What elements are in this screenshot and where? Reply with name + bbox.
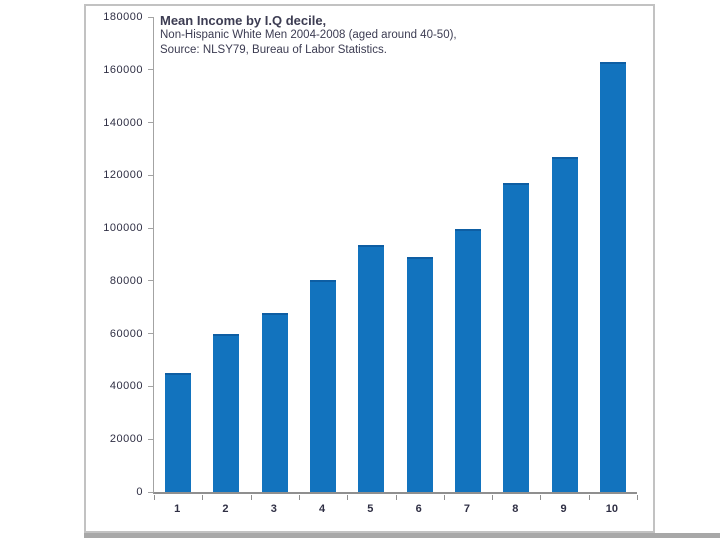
x-tick-label: 7: [463, 503, 470, 515]
x-tick-mark: [298, 495, 300, 500]
x-tick-mark: [637, 495, 638, 500]
y-tick-label: 40000: [109, 380, 143, 393]
x-axis-labels: 1 2 3 4 5 6 7 8 9 10: [153, 503, 636, 519]
y-tick-mark: [148, 438, 153, 440]
x-tick-mark: [154, 495, 155, 500]
x-tick-mark: [395, 495, 397, 500]
y-tick-mark: [148, 174, 153, 176]
bar-decile-9: [551, 156, 578, 492]
x-tick-label: 6: [415, 503, 422, 515]
x-tick-mark: [588, 495, 590, 500]
y-tick-mark: [148, 16, 153, 18]
y-tick-label: 20000: [109, 433, 143, 446]
y-tick-mark: [148, 491, 153, 493]
y-tick-label: 0: [136, 486, 143, 498]
x-tick-label: 8: [512, 503, 519, 515]
bar-decile-4: [310, 279, 337, 492]
y-tick-label: 100000: [103, 222, 143, 235]
x-tick-label: 10: [605, 503, 618, 515]
chart-title-block: Mean Income by I.Q decile, Non-Hispanic …: [160, 13, 520, 58]
y-tick-mark: [148, 122, 153, 124]
y-tick-mark: [148, 280, 153, 282]
x-tick-mark: [540, 495, 542, 500]
bar-decile-2: [213, 333, 240, 492]
y-tick-label: 180000: [103, 11, 143, 23]
bar-decile-10: [599, 61, 626, 492]
bar-decile-1: [165, 373, 192, 492]
x-tick-label: 4: [318, 503, 326, 515]
y-tick-label: 120000: [103, 169, 143, 182]
y-tick-label: 60000: [109, 327, 143, 340]
x-tick-mark: [250, 495, 252, 500]
chart-subtitle-1: Non-Hispanic White Men 2004-2008 (aged a…: [160, 29, 457, 41]
y-tick-label: 160000: [103, 63, 143, 76]
y-tick-mark: [148, 69, 153, 71]
y-tick-label: 140000: [103, 116, 143, 129]
page-bottom-edge: [84, 533, 720, 538]
y-tick-mark: [148, 227, 153, 229]
y-tick-mark: [148, 333, 153, 335]
x-tick-label: 5: [367, 503, 374, 515]
y-axis-labels: 0 20000 40000 60000 80000 100000 120000 140000 1…: [86, 11, 146, 498]
y-tick-mark: [148, 385, 153, 387]
x-tick-label: 2: [222, 503, 229, 515]
x-tick-label: 3: [270, 503, 277, 515]
bar-decile-6: [406, 257, 433, 492]
x-tick-mark: [347, 495, 349, 500]
bar-decile-3: [261, 312, 288, 492]
chart-subtitle-2: Source: NLSY79, Bureau of Labor Statisti…: [160, 44, 387, 56]
x-tick-mark: [443, 495, 445, 500]
x-tick-mark: [202, 495, 204, 500]
x-tick-mark: [492, 495, 494, 500]
y-tick-label: 80000: [109, 274, 143, 287]
chart-frame: Mean Income by I.Q decile, Non-Hispanic …: [84, 4, 655, 533]
bar-decile-5: [358, 245, 385, 492]
x-tick-label: 9: [560, 503, 567, 515]
x-tick-label: 1: [174, 503, 181, 515]
bar-decile-7: [454, 228, 481, 492]
bar-decile-8: [503, 183, 530, 492]
plot-area: [148, 16, 638, 500]
chart-title: Mean Income by I.Q decile,: [160, 13, 327, 28]
